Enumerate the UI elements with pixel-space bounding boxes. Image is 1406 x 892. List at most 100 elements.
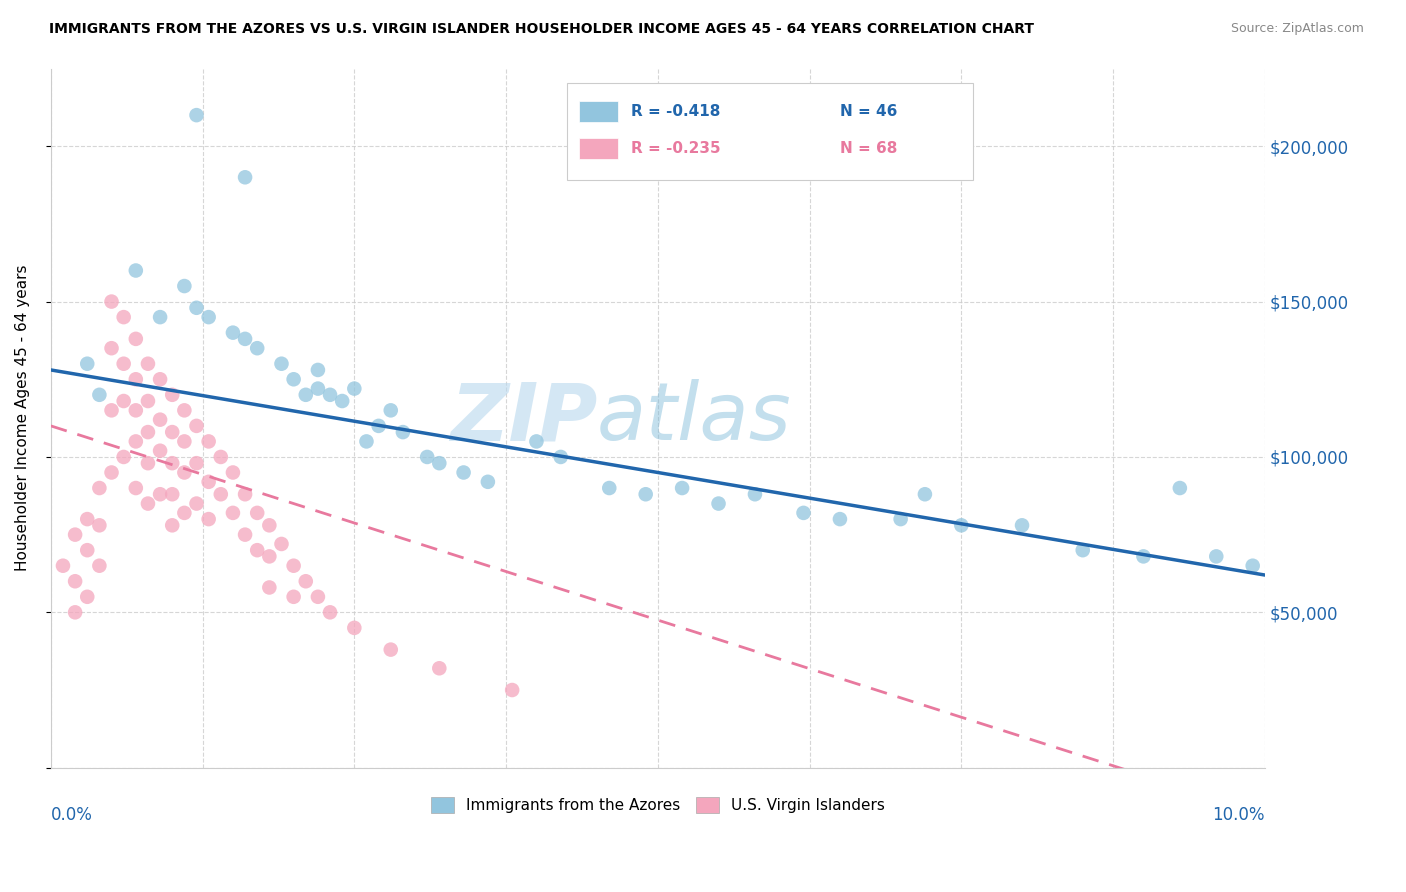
Point [197,434,219,449]
Point [100,341,122,355]
Point [246,543,269,558]
Point [283,372,305,386]
Point [246,506,269,520]
Text: N = 46: N = 46 [839,104,897,120]
Point [477,475,499,489]
Point [125,263,148,277]
Point [160,425,183,439]
Point [270,537,292,551]
Point [63,527,86,541]
Text: Source: ZipAtlas.com: Source: ZipAtlas.com [1230,22,1364,36]
Point [186,418,208,433]
Text: atlas: atlas [598,379,792,457]
Point [136,357,159,371]
Point [173,434,195,449]
Point [598,481,620,495]
Point [453,466,475,480]
Point [173,403,195,417]
Point [1241,558,1264,573]
Point [125,403,148,417]
Point [707,497,730,511]
Point [233,332,256,346]
Point [160,388,183,402]
Point [222,326,245,340]
Point [160,487,183,501]
Point [294,388,316,402]
Point [149,372,172,386]
Text: ZIP: ZIP [450,379,598,457]
Text: R = -0.235: R = -0.235 [631,142,721,156]
Point [89,518,111,533]
Point [125,332,148,346]
Point [173,466,195,480]
Point [52,558,75,573]
Point [100,403,122,417]
Point [63,605,86,619]
Point [76,543,98,558]
Text: IMMIGRANTS FROM THE AZORES VS U.S. VIRGIN ISLANDER HOUSEHOLDER INCOME AGES 45 - : IMMIGRANTS FROM THE AZORES VS U.S. VIRGI… [49,22,1035,37]
Point [501,683,523,698]
Point [209,450,232,464]
Point [76,512,98,526]
Point [890,512,912,526]
Point [125,372,148,386]
Point [1205,549,1227,564]
Y-axis label: Householder Income Ages 45 - 64 years: Householder Income Ages 45 - 64 years [15,265,30,572]
Point [197,475,219,489]
Point [671,481,693,495]
Point [149,487,172,501]
Point [222,506,245,520]
Point [112,394,135,409]
Point [1071,543,1094,558]
FancyBboxPatch shape [579,138,617,160]
Point [209,487,232,501]
Point [173,279,195,293]
Point [76,357,98,371]
Point [330,394,353,409]
Point [427,456,450,470]
Point [63,574,86,589]
Point [792,506,814,520]
Point [76,590,98,604]
Point [343,621,366,635]
Point [186,301,208,315]
Point [392,425,415,439]
Point [634,487,657,501]
Point [173,506,195,520]
Point [294,574,316,589]
Point [270,357,292,371]
FancyBboxPatch shape [567,82,973,180]
Point [550,450,572,464]
Point [367,418,389,433]
Text: R = -0.418: R = -0.418 [631,104,720,120]
Point [259,581,281,595]
Point [149,310,172,325]
Point [222,466,245,480]
Point [307,363,329,377]
Point [233,487,256,501]
Text: 10.0%: 10.0% [1212,806,1265,824]
Point [233,170,256,185]
Point [125,481,148,495]
Point [136,456,159,470]
Point [125,434,148,449]
Point [89,558,111,573]
Point [136,394,159,409]
Point [1132,549,1154,564]
Point [307,382,329,396]
Point [380,403,402,417]
Point [136,425,159,439]
Point [950,518,973,533]
Legend: Immigrants from the Azores, U.S. Virgin Islanders: Immigrants from the Azores, U.S. Virgin … [425,791,891,820]
Point [149,443,172,458]
Point [89,481,111,495]
Point [283,558,305,573]
Text: 0.0%: 0.0% [51,806,93,824]
Point [416,450,439,464]
Point [283,590,305,604]
Point [186,108,208,122]
Point [112,357,135,371]
Point [259,549,281,564]
Point [233,527,256,541]
Point [186,497,208,511]
